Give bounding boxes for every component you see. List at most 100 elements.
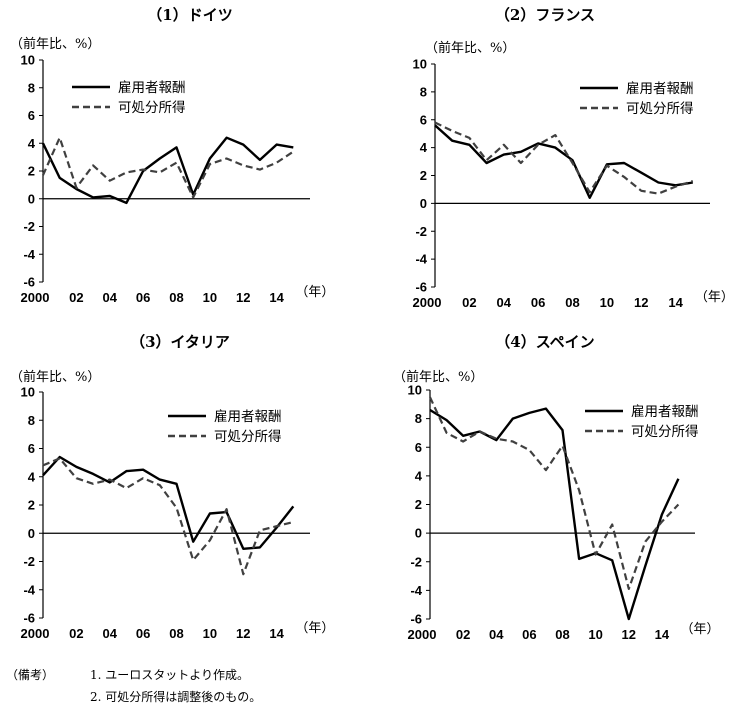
x-axis-unit: （年） <box>680 622 719 637</box>
x-tick-label: 12 <box>236 626 250 641</box>
chart-title: （4）スペイン <box>495 333 594 351</box>
x-tick-label: 14 <box>269 290 284 305</box>
y-tick-label: 0 <box>28 526 35 541</box>
y-tick-label: 0 <box>420 196 427 211</box>
chart-title: （3）イタリア <box>130 333 230 351</box>
note-item: 1. ユーロスタットより作成。 <box>90 668 249 682</box>
x-tick-label: 08 <box>169 290 183 305</box>
note-item: 2. 可処分所得は調整後のもの。 <box>90 689 261 704</box>
x-tick-label: 08 <box>565 295 579 310</box>
x-tick-label: 10 <box>203 626 217 641</box>
series-line-compensation <box>434 124 693 200</box>
chart-title: （1）ドイツ <box>147 6 232 24</box>
y-tick-label: 10 <box>413 57 427 72</box>
x-tick-label: 14 <box>269 626 284 641</box>
x-tick-label: 12 <box>634 295 648 310</box>
series-line-disposable-income <box>429 396 680 591</box>
y-tick-label: -2 <box>415 224 427 239</box>
x-tick-label: 12 <box>622 627 636 642</box>
series-line-disposable-income <box>434 121 694 195</box>
y-tick-label: 2 <box>420 168 427 183</box>
x-axis-unit: （年） <box>695 290 733 305</box>
y-tick-label: 4 <box>28 136 36 151</box>
y-tick-label: -2 <box>23 219 35 234</box>
chart-title: （2）フランス <box>495 6 595 24</box>
legend-label: 雇用者報酬 <box>626 80 694 97</box>
x-tick-label: 04 <box>103 626 118 641</box>
legend-label: 可処分所得 <box>118 99 186 116</box>
series-line-compensation <box>42 455 295 550</box>
legend-label: 雇用者報酬 <box>118 79 186 96</box>
y-tick-label: 8 <box>28 413 35 428</box>
legend-label: 雇用者報酬 <box>631 403 699 420</box>
legend-label: 可処分所得 <box>631 423 699 440</box>
x-tick-label: 04 <box>489 627 504 642</box>
y-tick-label: -2 <box>410 554 422 569</box>
x-tick-label: 2000 <box>21 290 50 305</box>
y-tick-label: 2 <box>28 498 35 513</box>
x-tick-label: 2000 <box>408 627 437 642</box>
y-axis-label: （前年比、%） <box>10 369 100 385</box>
x-axis-unit: （年） <box>295 621 334 636</box>
y-axis-label: （前年比、%） <box>393 369 483 385</box>
y-tick-label: 4 <box>420 140 428 155</box>
notes-prefix: （備考） <box>6 667 54 682</box>
y-tick-label: 0 <box>415 526 422 541</box>
series-line-disposable-income <box>41 136 294 199</box>
y-tick-label: -4 <box>23 247 35 262</box>
x-tick-label: 06 <box>522 627 536 642</box>
x-tick-label: 10 <box>600 295 614 310</box>
y-tick-label: 10 <box>21 385 35 400</box>
y-tick-label: 8 <box>415 411 422 426</box>
x-tick-label: 2000 <box>413 295 442 310</box>
y-tick-label: -4 <box>410 583 422 598</box>
notes: （備考） 1. ユーロスタットより作成。 2. 可処分所得は調整後のもの。 <box>6 667 261 704</box>
x-tick-label: 04 <box>103 290 118 305</box>
x-tick-label: 02 <box>462 295 476 310</box>
legend-label: 雇用者報酬 <box>214 408 282 425</box>
y-axis-label: （前年比、%） <box>10 36 100 52</box>
x-tick-label: 06 <box>531 295 545 310</box>
x-tick-label: 2000 <box>21 626 50 641</box>
series-line-disposable-income <box>42 457 294 576</box>
y-tick-label: 2 <box>415 497 422 512</box>
y-tick-label: 2 <box>28 164 35 179</box>
y-tick-label: 10 <box>21 53 35 68</box>
x-axis-unit: （年） <box>295 285 334 300</box>
legend-label: 可処分所得 <box>626 100 694 117</box>
y-tick-label: -6 <box>23 275 35 290</box>
y-tick-label: 6 <box>415 440 422 455</box>
x-tick-label: 02 <box>456 627 470 642</box>
y-tick-label: 6 <box>28 441 35 456</box>
series-line-compensation <box>429 407 680 621</box>
x-tick-label: 04 <box>497 295 512 310</box>
y-axis-label: （前年比、%） <box>425 40 515 56</box>
y-tick-label: 4 <box>415 468 423 483</box>
y-tick-label: 8 <box>420 84 427 99</box>
y-tick-label: -6 <box>410 612 422 627</box>
x-tick-label: 08 <box>169 626 183 641</box>
y-tick-label: -6 <box>415 280 427 295</box>
x-tick-label: 14 <box>668 295 683 310</box>
y-tick-label: -4 <box>23 582 35 597</box>
y-tick-label: -4 <box>415 252 427 267</box>
y-tick-label: -2 <box>23 554 35 569</box>
legend-label: 可処分所得 <box>214 428 282 445</box>
y-tick-label: 6 <box>28 108 35 123</box>
x-tick-label: 14 <box>655 627 670 642</box>
y-tick-label: 4 <box>28 469 36 484</box>
y-tick-label: 10 <box>408 383 422 398</box>
y-tick-label: 0 <box>28 191 35 206</box>
x-tick-label: 06 <box>136 290 150 305</box>
y-tick-label: -6 <box>23 611 35 626</box>
y-tick-label: 8 <box>28 80 35 95</box>
x-tick-label: 08 <box>555 627 569 642</box>
